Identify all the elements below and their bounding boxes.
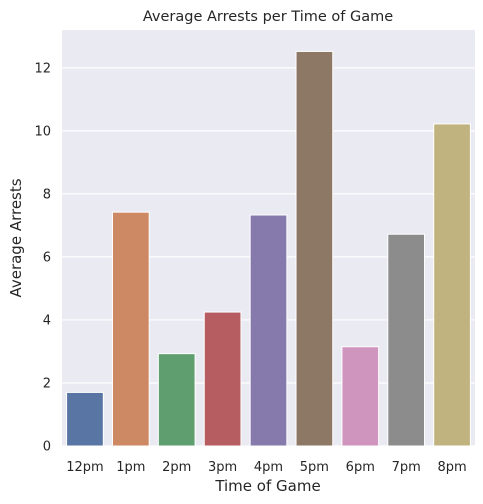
y-tick-label: 2 (43, 376, 51, 391)
bar-7pm (388, 234, 425, 446)
bar-4pm (250, 215, 287, 446)
y-tick-label: 8 (43, 187, 51, 202)
y-tick-label: 12 (34, 61, 51, 76)
x-tick-label: 12pm (66, 460, 103, 475)
chart-title: Average Arrests per Time of Game (143, 9, 393, 25)
x-tick-label: 6pm (346, 460, 375, 475)
x-tick-label: 3pm (208, 460, 237, 475)
bar-6pm (342, 347, 379, 446)
x-tick-label: 1pm (116, 460, 145, 475)
y-tick-label: 4 (43, 313, 51, 328)
x-tick-label: 4pm (254, 460, 283, 475)
x-tick-label: 7pm (392, 460, 421, 475)
bar-5pm (296, 51, 333, 446)
bar-2pm (158, 354, 195, 446)
y-tick-label: 10 (34, 124, 51, 139)
bar-8pm (434, 124, 471, 446)
bar-12pm (67, 392, 104, 446)
bar-3pm (204, 312, 241, 446)
x-tick-label: 2pm (162, 460, 191, 475)
y-tick-label: 6 (43, 250, 51, 265)
x-tick-label: 8pm (437, 460, 466, 475)
x-axis-title: Time of Game (214, 477, 320, 495)
bar-1pm (112, 212, 149, 446)
y-axis-title: Average Arrests (7, 178, 25, 297)
y-axis-ticks: 0 2 4 6 8 10 12 (34, 61, 51, 454)
x-axis-ticks: 12pm 1pm 2pm 3pm 4pm 5pm 6pm 7pm 8pm (66, 460, 466, 475)
y-tick-label: 0 (43, 440, 51, 455)
x-tick-label: 5pm (300, 460, 329, 475)
